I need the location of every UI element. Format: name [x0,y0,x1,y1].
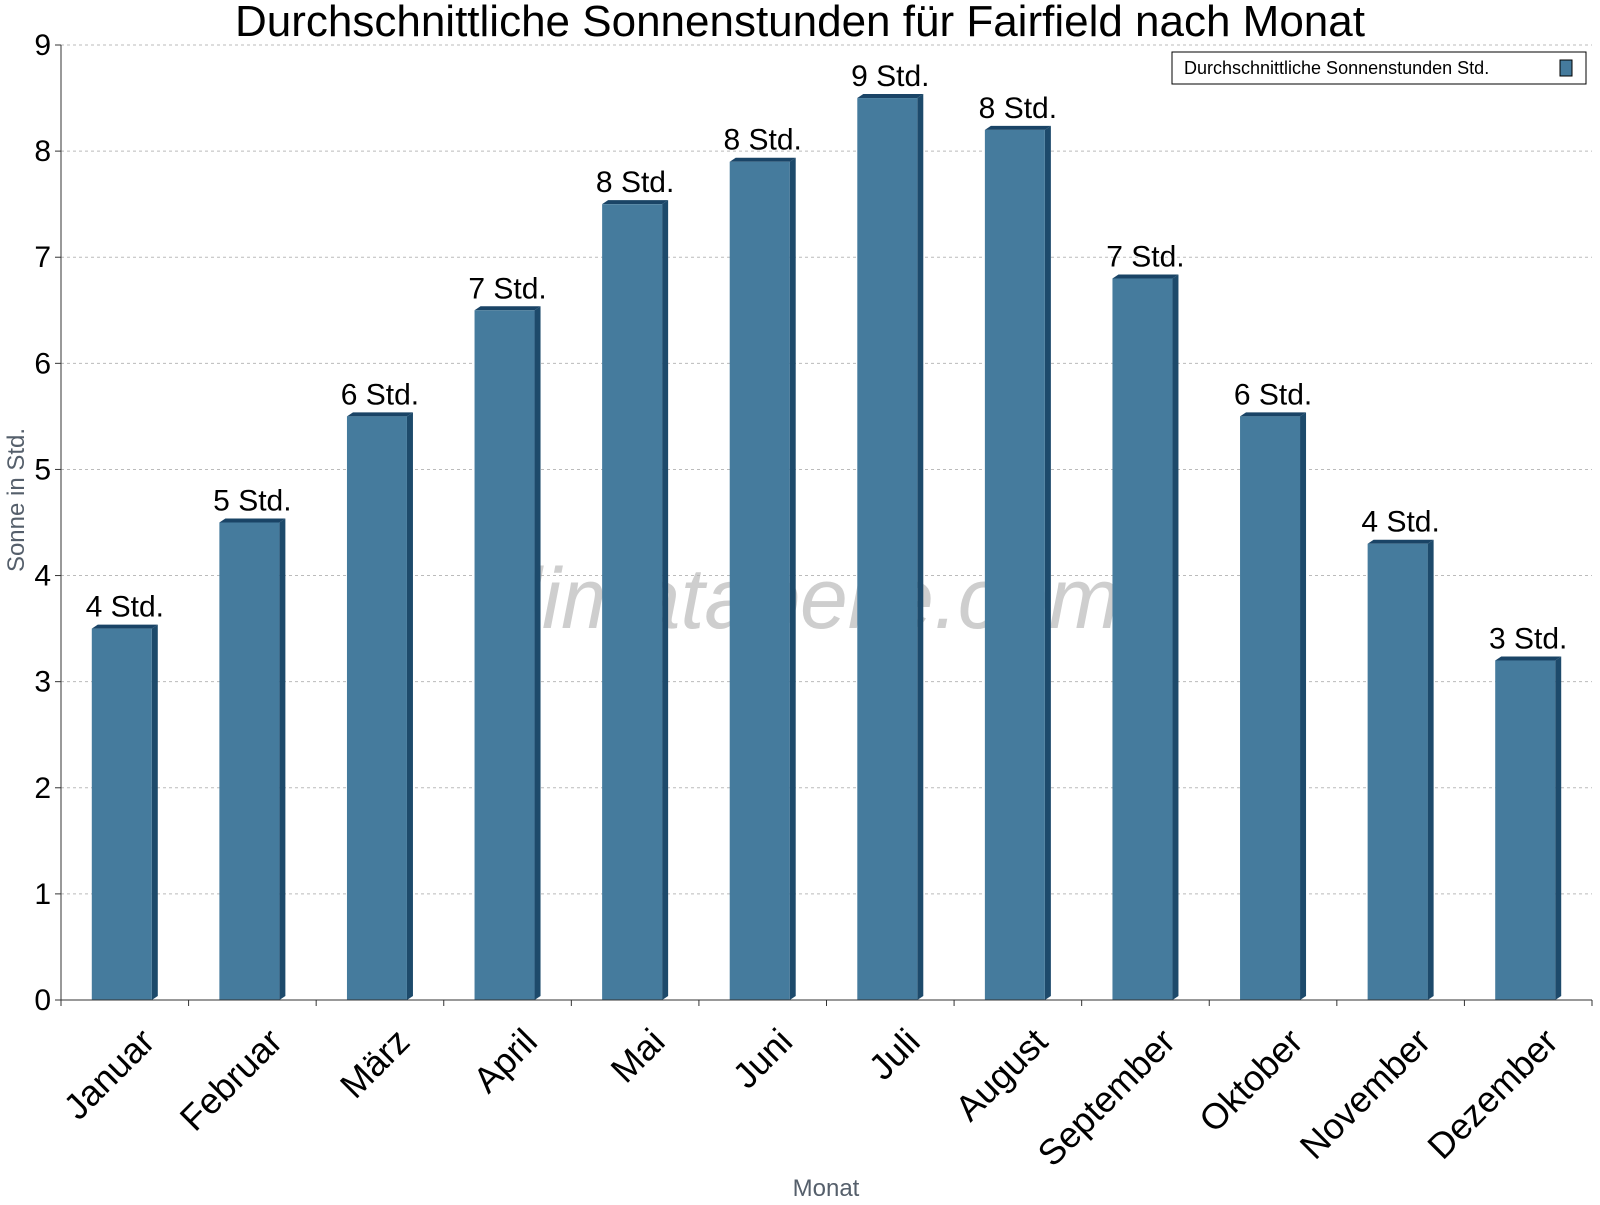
bar-top [346,412,413,417]
x-tick-label: September [1029,1020,1183,1174]
bar [729,161,790,1000]
bar [346,416,407,1000]
x-tick-label: Juli [861,1020,928,1087]
data-label: 9 Std. [851,60,929,93]
bar-side [1555,656,1562,1000]
legend-label: Durchschnittliche Sonnenstunden Std. [1184,58,1489,78]
data-label: 4 Std. [86,591,164,624]
data-label: 8 Std. [979,92,1057,125]
bar [1367,543,1428,1000]
data-label: 5 Std. [213,485,291,518]
y-tick-label: 1 [34,878,51,911]
data-label: 8 Std. [724,124,802,157]
bar [91,628,152,1000]
bar-side [406,412,413,1000]
y-tick-label: 8 [34,135,51,168]
bar-side [151,624,158,1000]
y-tick-label: 7 [34,241,51,274]
legend-box [1171,51,1587,85]
data-label: 3 Std. [1489,622,1567,655]
x-tick-label: Februar [172,1020,290,1138]
bar [1495,660,1556,1000]
y-tick-label: 2 [34,772,51,805]
bar-side [1044,125,1051,1000]
x-tick-label: Dezember [1419,1020,1565,1166]
bar-top [474,306,541,311]
bar-side [1300,412,1307,1000]
x-tick-label: Mai [603,1020,673,1090]
bar-side [279,518,286,1000]
bar-side [1427,539,1434,1000]
bar [857,98,918,1001]
bar-top [1367,539,1434,544]
bar-top [1112,274,1179,279]
data-label: 6 Std. [341,378,419,411]
gridlines [61,44,1592,895]
y-tick-label: 3 [34,666,51,699]
x-tick-label: März [332,1020,418,1106]
x-axis-title: Monat [793,1175,860,1200]
bars [91,94,1562,1001]
bar-top [219,518,286,523]
data-labels: 4 Std. 5 Std. 6 Std. 7 Std. 8 Std. 8 Std. 9 St… [86,60,1568,655]
x-tick-label: November [1292,1020,1438,1166]
data-label: 4 Std. [1361,506,1439,539]
bar-side [789,157,796,1000]
y-tick-label: 6 [34,347,51,380]
bar-top [602,200,669,205]
bar [1112,278,1173,1000]
bar [602,204,663,1000]
bar [474,310,535,1000]
legend-swatch [1559,59,1573,77]
bar-top [984,125,1051,130]
y-tick-label: 0 [34,984,51,1017]
data-label: 7 Std. [1106,240,1184,273]
data-label: 7 Std. [468,272,546,305]
x-tick-label: August [947,1020,1055,1128]
bar [984,129,1045,1000]
data-label: 8 Std. [596,166,674,199]
x-tick-label: April [465,1020,545,1100]
y-tick-label: 9 [34,29,51,62]
x-tick-label: Januar [55,1020,162,1127]
bar-side [534,306,541,1000]
bar-top [1495,656,1562,661]
y-tick-label: 4 [34,560,51,593]
data-label: 6 Std. [1234,378,1312,411]
bar [1240,416,1301,1000]
bar-top [729,157,796,162]
bar-top [1240,412,1307,417]
y-axis-title: Sonne in Std. [3,428,30,572]
chart-title: Durchschnittliche Sonnenstunden für Fair… [235,0,1365,46]
bar-side [917,94,924,1001]
legend: Durchschnittliche Sonnenstunden Std. [1171,51,1587,85]
x-tick-label: Oktober [1191,1020,1311,1140]
y-tick-label: 5 [34,453,51,486]
x-tick-label: Juni [724,1020,800,1096]
bar-top [857,94,924,99]
bar [219,522,280,1000]
bar-side [1172,274,1179,1000]
bar-side [662,200,669,1000]
bar-top [91,624,158,629]
